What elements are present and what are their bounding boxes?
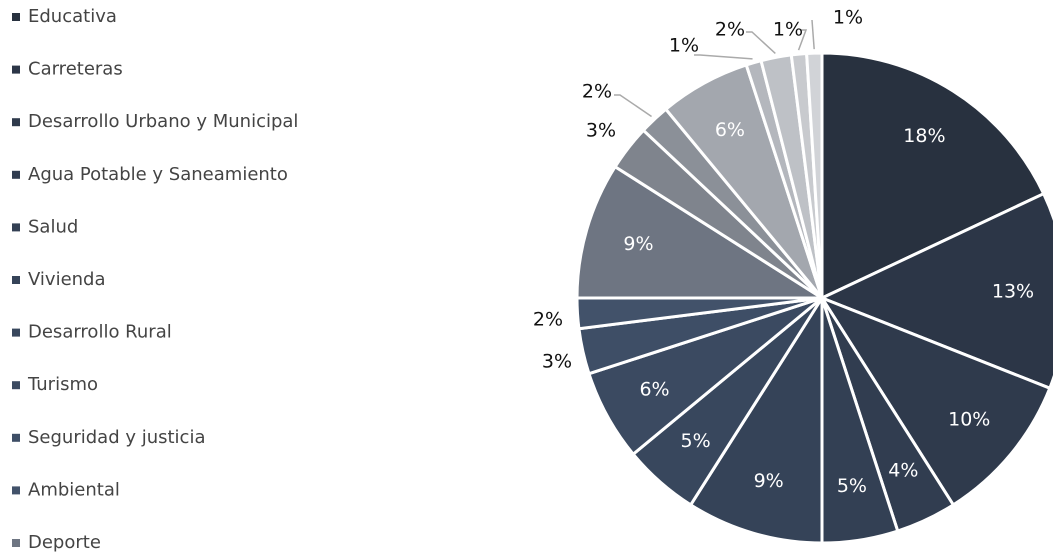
leader-line bbox=[614, 94, 652, 118]
data-label: 2% bbox=[582, 81, 612, 103]
legend-marker bbox=[12, 223, 20, 232]
legend-label: Seguridad y justicia bbox=[28, 427, 206, 448]
legend-marker bbox=[12, 65, 20, 74]
data-label: 3% bbox=[542, 351, 572, 373]
legend-marker bbox=[12, 13, 20, 21]
data-label: 6% bbox=[715, 119, 745, 141]
legend-label: Ambiental bbox=[28, 479, 120, 500]
legend-label: Deporte bbox=[28, 532, 101, 553]
legend-marker bbox=[12, 381, 20, 390]
data-label: 6% bbox=[639, 379, 669, 401]
legend-label: Desarrollo Rural bbox=[28, 322, 172, 343]
data-label: 13% bbox=[992, 280, 1034, 302]
pie-slice bbox=[820, 51, 1046, 301]
legend-label: Salud bbox=[28, 216, 78, 237]
legend-marker bbox=[12, 118, 20, 127]
legend-marker bbox=[12, 170, 20, 179]
data-label: 18% bbox=[903, 125, 945, 147]
data-label: 2% bbox=[533, 309, 563, 331]
data-label: 2% bbox=[715, 19, 745, 41]
data-label: 10% bbox=[948, 408, 990, 430]
legend-marker bbox=[12, 433, 20, 442]
data-label: 1% bbox=[773, 19, 803, 41]
pie-slice bbox=[688, 292, 824, 545]
pie-slice bbox=[575, 164, 828, 300]
data-label: 4% bbox=[888, 459, 918, 481]
legend-marker bbox=[12, 328, 20, 337]
legend-label: Agua Potable y Saneamiento bbox=[28, 164, 288, 185]
data-label: 5% bbox=[837, 475, 867, 497]
legend-label: Educativa bbox=[28, 6, 117, 27]
pie-slice bbox=[818, 191, 1053, 391]
leader-line bbox=[746, 31, 776, 54]
leader-line bbox=[797, 29, 808, 51]
legend-label: Desarrollo Urbano y Municipal bbox=[28, 111, 298, 132]
legend-marker bbox=[12, 486, 20, 495]
data-label: 1% bbox=[669, 35, 699, 57]
legend-marker bbox=[12, 276, 20, 284]
leader-line bbox=[811, 19, 815, 50]
data-label: 9% bbox=[623, 233, 653, 255]
pie-slice bbox=[805, 51, 824, 299]
legend-label: Turismo bbox=[27, 374, 98, 395]
leader-line bbox=[694, 54, 753, 60]
pie-slice bbox=[818, 294, 1052, 507]
data-label: 5% bbox=[681, 430, 711, 452]
legend-marker bbox=[12, 539, 20, 547]
legend-label: Vivienda bbox=[28, 269, 106, 290]
data-label: 9% bbox=[754, 470, 784, 492]
legend-label: Carreteras bbox=[28, 59, 123, 80]
data-label: 1% bbox=[833, 7, 863, 29]
data-label: 3% bbox=[586, 120, 616, 142]
